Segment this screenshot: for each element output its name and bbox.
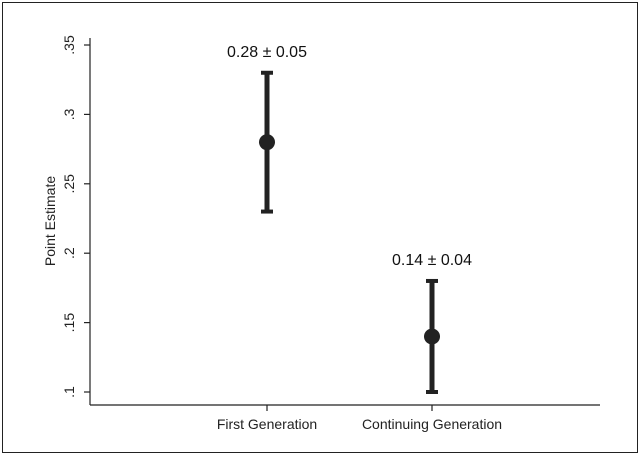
chart-frame <box>2 2 638 453</box>
x-tick-label: Continuing Generation <box>362 416 502 432</box>
y-tick-label: .35 <box>61 35 77 55</box>
y-ticks: .1 .15 .2 .25 .3 .35 <box>61 35 90 398</box>
y-tick-label: .2 <box>61 247 77 259</box>
y-tick-label: .1 <box>61 386 77 398</box>
y-tick-label: .25 <box>61 174 77 194</box>
y-tick-label: .15 <box>61 313 77 333</box>
error-bar-series: 0.28 ± 0.05 0.14 ± 0.04 <box>227 44 472 394</box>
point-estimate-marker <box>259 134 275 151</box>
x-tick-label: First Generation <box>217 416 317 432</box>
x-ticks: First Generation Continuing Generation <box>217 405 502 432</box>
data-label: 0.28 ± 0.05 <box>227 44 307 61</box>
data-label: 0.14 ± 0.04 <box>392 252 472 269</box>
y-tick-label: .3 <box>61 108 77 120</box>
point-estimate-marker <box>424 328 440 345</box>
y-axis-title: Point Estimate <box>42 176 58 266</box>
